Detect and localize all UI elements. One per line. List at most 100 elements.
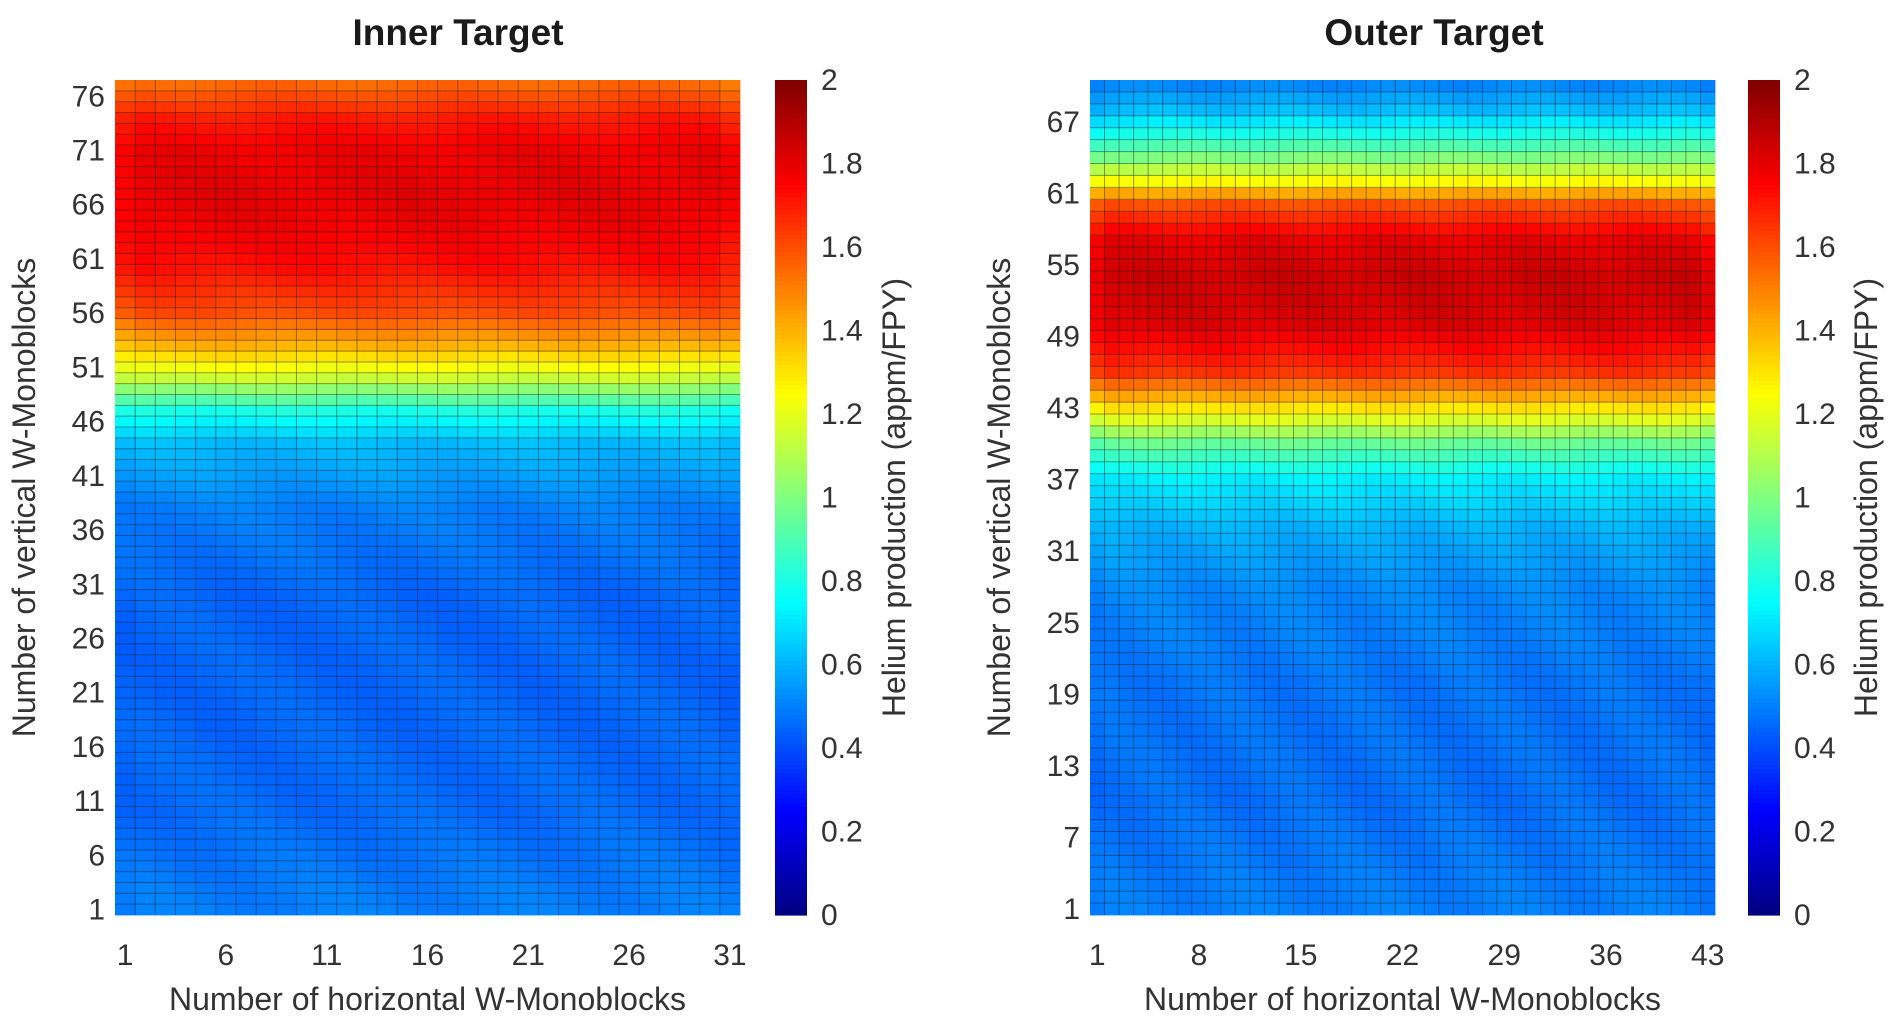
colorbar-segment	[775, 547, 807, 553]
heatmap-cell	[1380, 485, 1396, 498]
heatmap-cell	[1700, 843, 1716, 856]
heatmap-cell	[377, 123, 398, 135]
heatmap-cell	[1380, 437, 1396, 451]
heatmap-cell	[578, 904, 600, 916]
heatmap-cell	[1235, 628, 1251, 642]
heatmap-cell	[679, 448, 701, 460]
heatmap-cell	[377, 101, 398, 113]
heatmap-cell	[1293, 509, 1309, 522]
heatmap-cell	[1206, 425, 1222, 439]
heatmap-cell	[719, 448, 741, 460]
heatmap-cell	[356, 871, 378, 883]
heatmap-cell	[1584, 748, 1600, 761]
heatmap-cell	[1467, 688, 1483, 701]
heatmap-cell	[437, 80, 459, 92]
heatmap-cell	[316, 654, 338, 666]
heatmap-cell	[1366, 437, 1382, 451]
heatmap-cell	[1584, 736, 1600, 749]
heatmap-cell	[135, 101, 156, 113]
heatmap-cell	[336, 101, 358, 113]
heatmap-cell	[336, 481, 358, 493]
heatmap-cell	[1526, 330, 1541, 343]
heatmap-cell	[1627, 879, 1643, 892]
heatmap-cell	[195, 643, 217, 656]
heatmap-cell	[1308, 509, 1323, 522]
heatmap-cell	[1235, 676, 1251, 689]
heatmap-cell	[1569, 545, 1585, 558]
heatmap-cell	[1090, 592, 1105, 606]
heatmap-cell	[1322, 879, 1338, 892]
heatmap-cell	[1206, 533, 1222, 546]
heatmap-cell	[1366, 378, 1382, 391]
heatmap-cell	[1133, 473, 1149, 486]
heatmap-cell	[377, 416, 398, 428]
heatmap-cell	[619, 372, 640, 385]
heatmap-cell	[1162, 318, 1178, 331]
heatmap-cell	[235, 817, 257, 829]
heatmap-cell	[1569, 712, 1585, 725]
heatmap-cell	[356, 654, 378, 666]
heatmap-cell	[1685, 473, 1701, 486]
heatmap-cell	[1278, 771, 1294, 785]
heatmap-cell	[1337, 485, 1353, 498]
heatmap-cell	[256, 741, 277, 753]
heatmap-cell	[619, 383, 640, 395]
heatmap-cell	[316, 459, 338, 471]
heatmap-cell	[457, 849, 479, 862]
heatmap-cell	[477, 329, 499, 341]
heatmap-cell	[1366, 640, 1382, 653]
heatmap-cell	[679, 340, 701, 352]
heatmap-cell	[155, 643, 176, 656]
colorbar-segment	[775, 760, 807, 766]
heatmap-cell	[377, 546, 398, 558]
y-tick-label: 61	[72, 243, 105, 276]
heatmap-cell	[1162, 581, 1178, 594]
heatmap-cell	[1613, 903, 1629, 916]
heatmap-cell	[215, 166, 237, 178]
heatmap-cell	[558, 145, 580, 157]
heatmap-cell	[1642, 461, 1658, 475]
heatmap-cell	[1511, 891, 1527, 904]
heatmap-cell	[155, 448, 176, 460]
heatmap-cell	[1191, 425, 1207, 439]
heatmap-cell	[1264, 581, 1280, 594]
heatmap-cell	[1453, 831, 1469, 844]
heatmap-cell	[1119, 414, 1134, 427]
heatmap-cell	[1656, 664, 1672, 677]
heatmap-cell	[578, 123, 600, 135]
heatmap-cell	[1511, 533, 1527, 546]
heatmap-cell	[276, 220, 297, 233]
heatmap-cell	[1540, 509, 1556, 522]
heatmap-cell	[1206, 664, 1222, 677]
heatmap-cell	[1278, 616, 1294, 630]
heatmap-cell	[578, 654, 600, 666]
heatmap-cell	[215, 90, 237, 103]
heatmap-cell	[1642, 807, 1658, 820]
heatmap-cell	[477, 535, 499, 547]
heatmap-cell	[417, 340, 438, 352]
heatmap-cell	[235, 622, 257, 634]
heatmap-cell	[1700, 652, 1716, 665]
heatmap-cell	[296, 275, 318, 287]
heatmap-cell	[1380, 819, 1396, 832]
heatmap-cell	[336, 849, 358, 862]
heatmap-cell	[1264, 688, 1280, 701]
heatmap-cell	[558, 199, 580, 211]
heatmap-cell	[538, 427, 559, 439]
heatmap-cell	[1453, 509, 1469, 522]
heatmap-cell	[619, 589, 640, 601]
heatmap-cell	[1482, 795, 1498, 809]
heatmap-cell	[1496, 425, 1512, 439]
heatmap-cell	[1438, 759, 1454, 773]
heatmap-cell	[1540, 592, 1556, 606]
heatmap-cell	[1177, 414, 1193, 427]
heatmap-cell	[1511, 306, 1527, 319]
heatmap-cell	[558, 329, 580, 341]
heatmap-cell	[1540, 557, 1556, 570]
heatmap-cell	[1119, 592, 1134, 606]
heatmap-cell	[1220, 437, 1236, 451]
heatmap-cell	[1700, 581, 1716, 594]
heatmap-cell	[1177, 497, 1193, 510]
heatmap-cell	[719, 416, 741, 428]
heatmap-cell	[175, 557, 197, 569]
